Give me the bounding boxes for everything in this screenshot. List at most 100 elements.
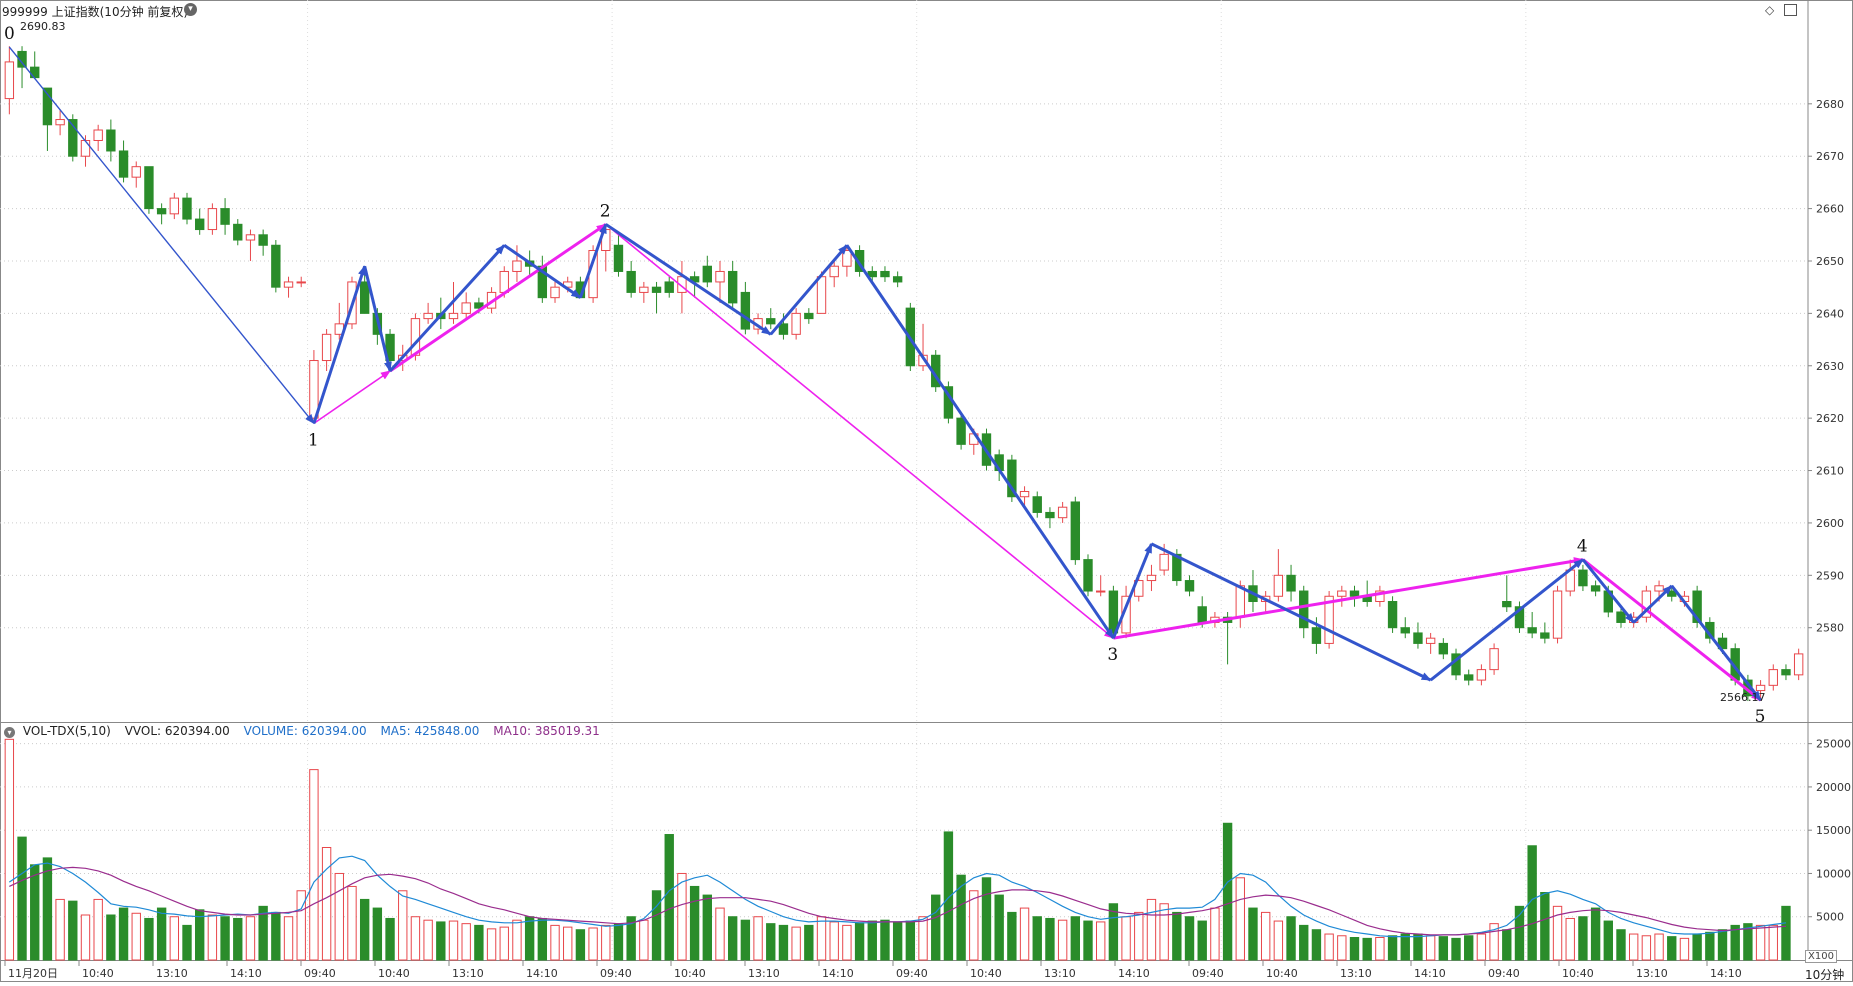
volume-bar	[1108, 903, 1119, 961]
volume-bar	[1362, 937, 1372, 961]
candle-body	[1387, 601, 1398, 629]
wave-arrow	[389, 223, 607, 373]
volume-bar	[423, 919, 433, 961]
volume-bar	[791, 926, 801, 961]
impulse-arrow	[1429, 558, 1584, 682]
volume-bar	[195, 909, 205, 961]
x100-badge: X100	[1805, 950, 1837, 963]
time-tick-label: 09:40	[304, 967, 336, 980]
vvol-value: VVOL: 620394.00	[124, 724, 230, 738]
candle-body	[956, 417, 966, 445]
candle-body	[1311, 627, 1322, 644]
volume-bar	[601, 924, 611, 961]
candle-body	[766, 318, 776, 325]
period-label[interactable]: 10分钟	[1805, 968, 1845, 982]
candle-body	[182, 197, 192, 220]
impulse-arrow	[1670, 584, 1762, 702]
candle-body	[1337, 590, 1347, 597]
volume-bar	[766, 923, 776, 961]
candle-body	[1083, 559, 1093, 592]
volume-bar	[334, 872, 344, 961]
candle-body	[1425, 637, 1436, 644]
volume-bar	[1337, 935, 1347, 961]
volume-bar	[385, 917, 395, 961]
time-tick-label: 13:10	[1636, 967, 1668, 980]
candle-body	[1299, 590, 1309, 629]
diamond-icon[interactable]: ◇	[1765, 3, 1775, 17]
candle-body	[1172, 553, 1182, 582]
price-tick-label: 2650	[1816, 255, 1844, 268]
volume-bar	[1248, 907, 1258, 961]
candle-body	[258, 234, 268, 246]
candle-body	[1464, 674, 1474, 681]
wave-label: 0	[4, 24, 15, 44]
candle-body	[448, 312, 459, 320]
candle-body	[1159, 553, 1169, 571]
candle-body	[626, 270, 636, 293]
candle-body	[169, 197, 180, 215]
panel-toggle-icon[interactable]	[1784, 4, 1797, 16]
volume-bar	[1476, 933, 1487, 961]
candle-body	[80, 139, 91, 157]
volume-bar	[106, 914, 116, 961]
candle-body	[1197, 606, 1207, 623]
time-tick-label: 14:10	[526, 967, 558, 980]
volume-bar	[1210, 907, 1220, 961]
volume-bar	[715, 907, 725, 961]
volume-bar	[1451, 937, 1461, 961]
volume-bar	[1134, 911, 1144, 961]
volume-bar	[68, 900, 78, 961]
volume-bar	[1032, 916, 1042, 961]
chevron-down-icon[interactable]: ▾	[4, 727, 15, 738]
candle-body	[1616, 611, 1626, 623]
volume-header: ▾ VOL-TDX(5,10) VVOL: 620394.00 VOLUME: …	[4, 724, 610, 738]
volume-bar	[829, 921, 839, 961]
wave-arrow	[313, 370, 391, 425]
price-tick-label: 2610	[1816, 465, 1844, 478]
candle-body	[1108, 590, 1119, 634]
time-tick-label: 10:40	[1266, 967, 1298, 980]
volume-bar	[448, 920, 459, 961]
volume-bar	[1705, 931, 1715, 961]
candle-body	[1184, 580, 1195, 592]
volume-bar	[30, 864, 40, 961]
candle-body	[220, 208, 230, 225]
candle-body	[1540, 632, 1550, 639]
volume-bar	[537, 917, 548, 961]
candle-body	[359, 281, 370, 314]
volume-bar	[321, 847, 332, 961]
ma10-line	[9, 866, 1787, 936]
price-tick-label: 2580	[1816, 622, 1844, 635]
volume-bar	[842, 924, 852, 961]
candle-body	[1654, 585, 1664, 592]
candle-body	[321, 333, 332, 362]
volume-bar	[905, 920, 916, 961]
candle-body	[68, 119, 78, 157]
candle-body	[42, 87, 53, 126]
volume-bar	[245, 916, 256, 961]
candle-body	[207, 208, 218, 231]
volume-bar	[931, 894, 941, 961]
volume-bar	[702, 894, 712, 961]
volume-bar	[1781, 905, 1791, 961]
impulse-arrow	[1632, 584, 1673, 624]
time-tick-label: 10:40	[82, 967, 114, 980]
price-tick-label: 2680	[1816, 98, 1844, 111]
volume-bar	[550, 924, 560, 961]
impulse-arrow	[578, 223, 608, 299]
volume-bar	[1552, 905, 1563, 961]
wave-label: 2	[600, 201, 611, 221]
price-tick-label: 2590	[1816, 569, 1844, 582]
candle-body	[1793, 653, 1804, 676]
candle-body	[1438, 642, 1449, 655]
volume-bar	[1121, 916, 1131, 961]
candle-body	[1527, 627, 1537, 634]
price-tick-label: 2620	[1816, 412, 1844, 425]
volume-bar	[131, 912, 141, 961]
volume-bar	[1641, 935, 1652, 961]
volume-value: VOLUME: 620394.00	[243, 724, 367, 738]
candle-body	[512, 260, 522, 272]
candle-body	[1070, 501, 1081, 561]
chevron-down-icon[interactable]: ▾	[184, 3, 197, 16]
